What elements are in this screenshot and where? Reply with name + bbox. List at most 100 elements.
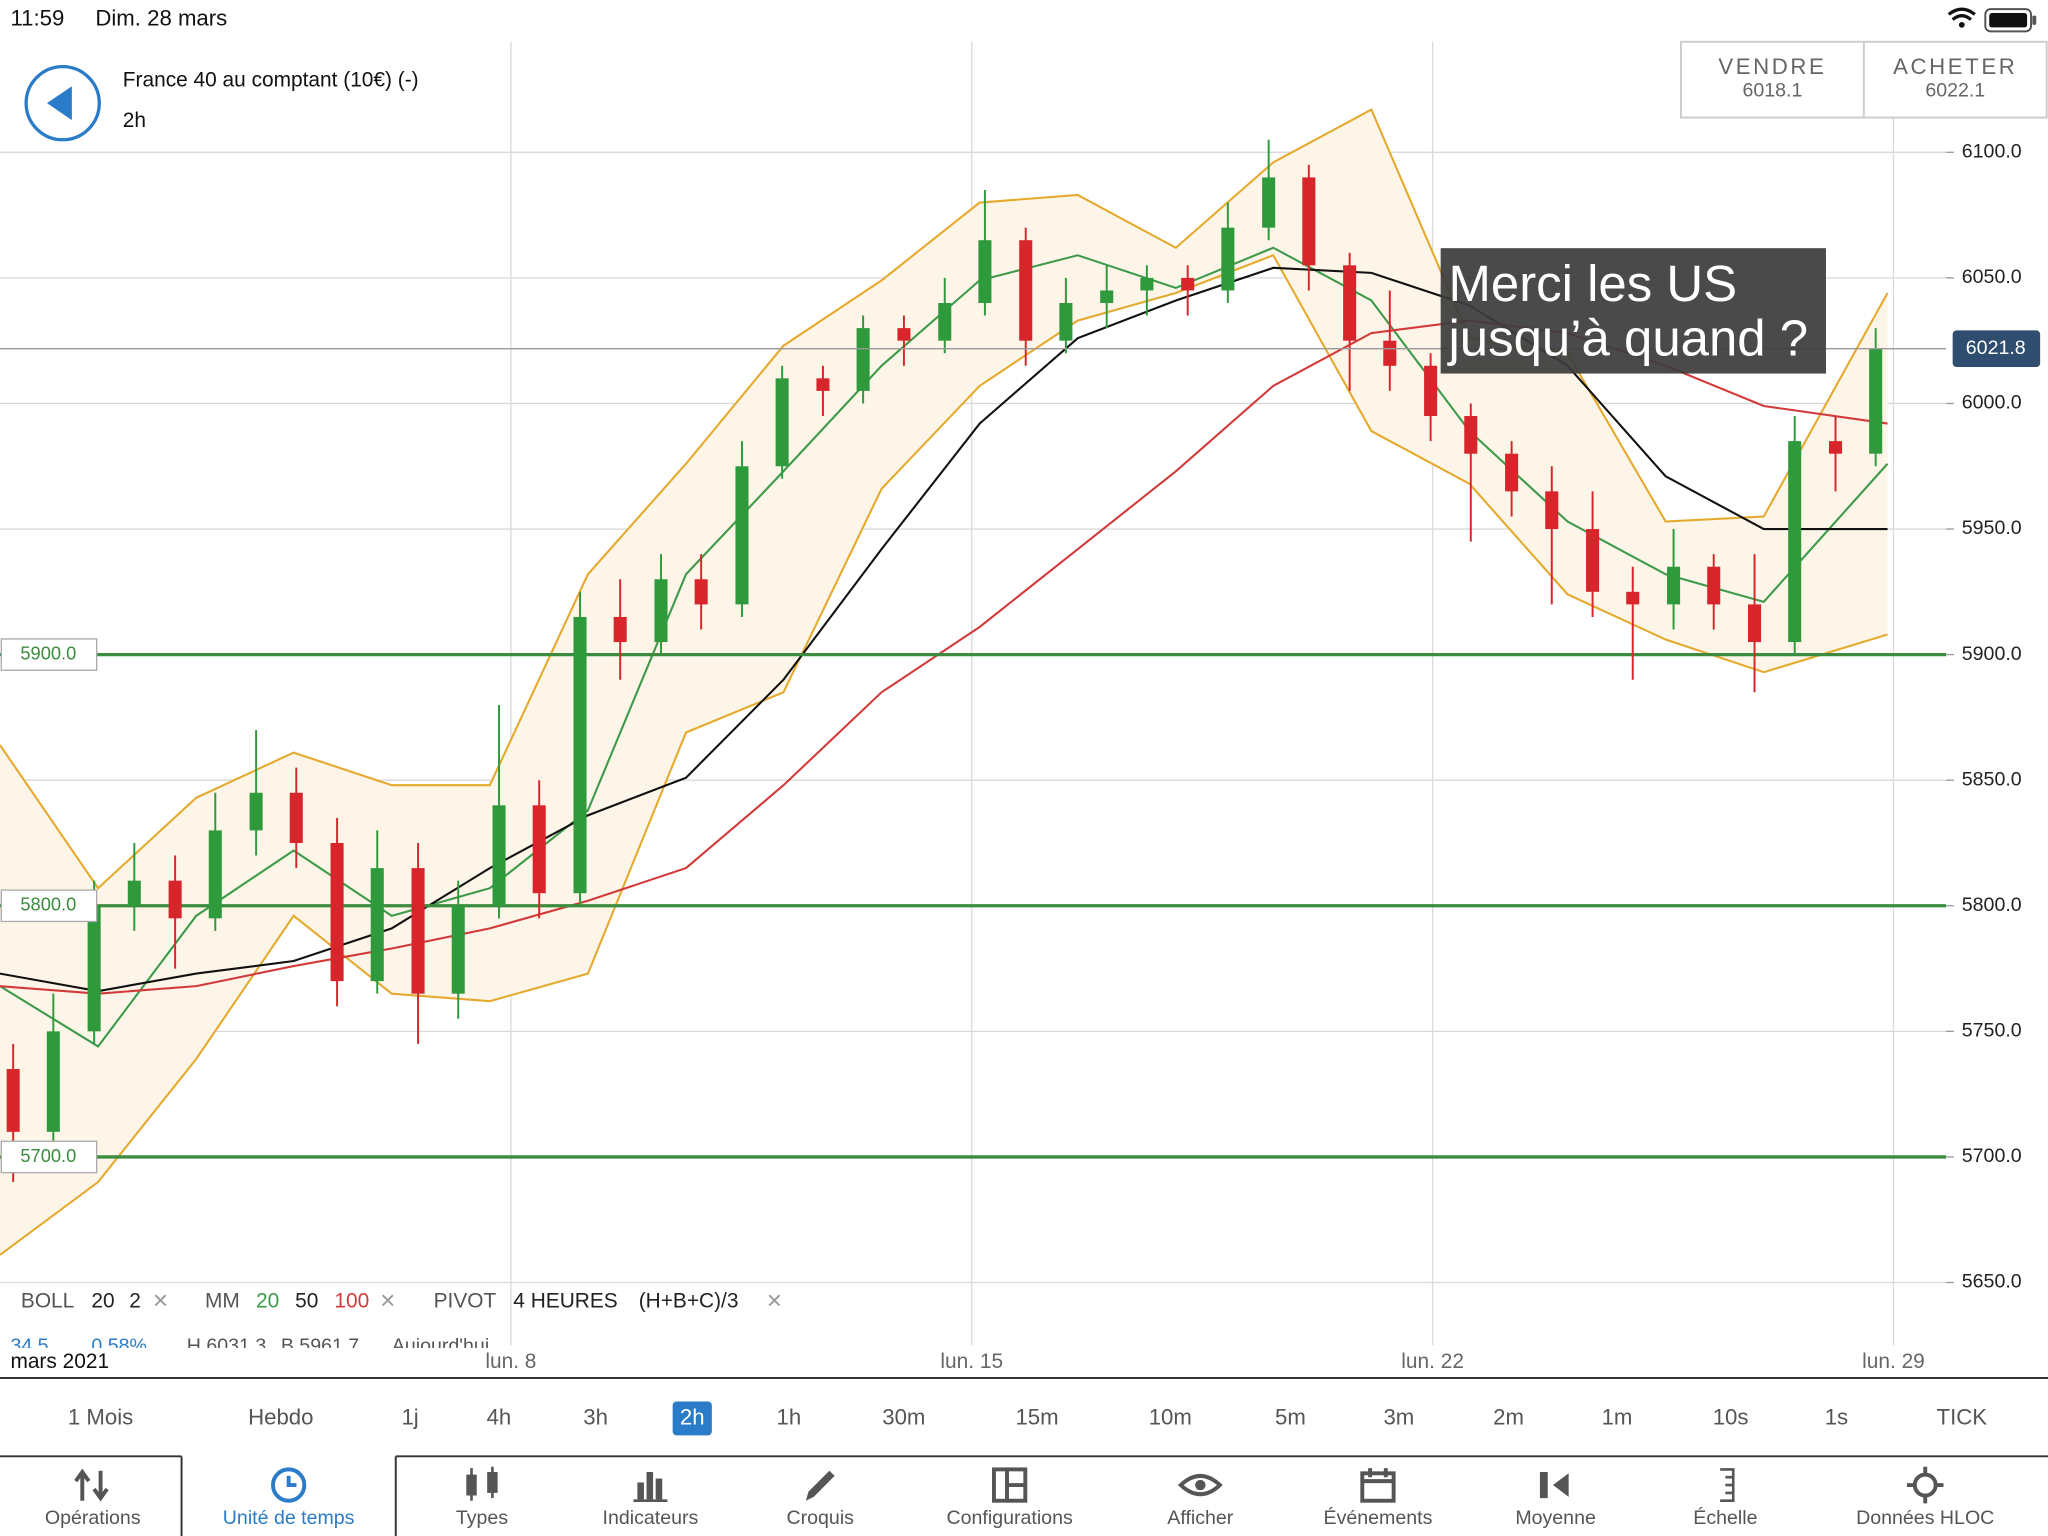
toolbar-icon[interactable]: [805, 1470, 835, 1501]
candle-body: [6, 1069, 20, 1132]
buy-price[interactable]: 6022.1: [1925, 80, 1985, 102]
toolbar-button[interactable]: Indicateurs: [603, 1472, 699, 1529]
toolbar-icon[interactable]: [1177, 1473, 1223, 1497]
toolbar-icon[interactable]: [992, 1467, 1028, 1503]
candle-body: [775, 378, 789, 467]
toolbar-button[interactable]: Afficher: [1167, 1473, 1234, 1529]
timeframe-label[interactable]: 1h: [777, 1404, 802, 1429]
last-price-label: 6021.8: [1966, 337, 2026, 359]
candle-body: [208, 830, 222, 919]
toolbar-icon[interactable]: [1539, 1472, 1569, 1499]
instrument-name: France 40 au comptant (10€) (-): [123, 68, 419, 91]
timeframe-label[interactable]: 3m: [1383, 1404, 1414, 1429]
toolbar-label[interactable]: Unité de temps: [223, 1507, 355, 1529]
candle-body: [1383, 340, 1397, 366]
candle-body: [1505, 453, 1519, 492]
x-axis: mars 2021 lun. 8 lun. 15 lun. 22 lun. 29: [10, 1350, 1924, 1373]
candle-body: [1262, 177, 1276, 228]
toolbar-button[interactable]: Croquis: [787, 1470, 855, 1529]
timeframe-button[interactable]: 1j: [401, 1404, 418, 1429]
sell-label[interactable]: VENDRE: [1718, 54, 1826, 79]
timeframe-button[interactable]: 1 Mois: [68, 1404, 133, 1429]
toolbar-label[interactable]: Échelle: [1693, 1506, 1757, 1529]
timeframe-button[interactable]: 1h: [777, 1404, 802, 1429]
timeframe-button[interactable]: 3h: [583, 1404, 608, 1429]
timeframe-label[interactable]: Hebdo: [248, 1404, 313, 1429]
timeframe-selected[interactable]: [672, 1401, 712, 1436]
toolbar-button[interactable]: Types: [456, 1466, 508, 1529]
back-button[interactable]: [24, 64, 101, 142]
buy-button[interactable]: ACHETER 6022.1: [1893, 54, 2017, 102]
toolbar-label[interactable]: Moyenne: [1515, 1507, 1596, 1529]
toolbar-label[interactable]: Données HLOC: [1856, 1507, 1994, 1529]
timeframe-button[interactable]: 2h: [672, 1401, 712, 1436]
candle-body: [1828, 441, 1843, 454]
timeframe-label[interactable]: TICK: [1937, 1404, 1988, 1429]
toolbar-label[interactable]: Configurations: [947, 1507, 1073, 1529]
timeframe-button[interactable]: 4h: [487, 1404, 512, 1429]
toolbar-icon[interactable]: [633, 1472, 668, 1503]
toolbar-button[interactable]: Opérations: [45, 1468, 141, 1529]
candle-body: [1140, 277, 1154, 291]
timeframe-button[interactable]: 1s: [1825, 1404, 1848, 1429]
timeframe-label[interactable]: 3h: [583, 1404, 608, 1429]
timeframe-button[interactable]: 15m: [1015, 1404, 1058, 1429]
toolbar-button[interactable]: Événements: [1324, 1468, 1433, 1529]
toolbar-label[interactable]: Afficher: [1167, 1507, 1233, 1529]
toolbar-button[interactable]: Moyenne: [1515, 1472, 1596, 1529]
timeframe-label[interactable]: 2h: [680, 1404, 705, 1429]
toolbar-label[interactable]: Événements: [1324, 1506, 1433, 1529]
candle-body: [532, 805, 546, 894]
candle-body: [816, 378, 830, 391]
chart-overlay: 6100.0 6050.0 6000.0 5950.0 5900.0 5850.0 5800…: [0, 140, 2041, 1293]
timeframe-button[interactable]: 3m: [1383, 1404, 1414, 1429]
timeframe-button[interactable]: 1m: [1602, 1404, 1633, 1429]
timeframe-button[interactable]: Hebdo: [248, 1404, 313, 1429]
toolbar-label[interactable]: Croquis: [787, 1507, 855, 1529]
timeframe-button[interactable]: 30m: [882, 1404, 925, 1429]
sell-button[interactable]: VENDRE 6018.1: [1718, 54, 1826, 102]
y-tick-label: 6100.0: [1962, 140, 2022, 162]
timeframe-label[interactable]: 2m: [1493, 1404, 1524, 1429]
candle-body: [1626, 591, 1640, 605]
timeframe-button[interactable]: 10m: [1149, 1404, 1192, 1429]
toolbar-button[interactable]: Unité de temps: [223, 1467, 355, 1529]
y-tick-label: 5950.0: [1962, 517, 2022, 539]
toolbar-icon[interactable]: [271, 1467, 307, 1503]
timeframe-label[interactable]: 15m: [1015, 1404, 1058, 1429]
toolbar-label[interactable]: Types: [456, 1507, 508, 1529]
toolbar-button[interactable]: Données HLOC: [1856, 1466, 1994, 1529]
candle-body: [1302, 177, 1316, 266]
remove-indicator[interactable]: ×: [767, 1285, 782, 1315]
toolbar-label[interactable]: Indicateurs: [603, 1507, 699, 1529]
timeframe-button[interactable]: TICK: [1937, 1404, 1988, 1429]
sell-price[interactable]: 6018.1: [1742, 80, 1802, 102]
candle-body: [1707, 566, 1721, 605]
toolbar-button[interactable]: Configurations: [947, 1467, 1073, 1529]
toolbar-icon[interactable]: [1360, 1468, 1396, 1503]
timeframe-label[interactable]: 30m: [882, 1404, 925, 1429]
remove-indicator[interactable]: ×: [380, 1285, 395, 1315]
timeframe-button[interactable]: 5m: [1275, 1404, 1306, 1429]
timeframe-label[interactable]: 1j: [401, 1404, 418, 1429]
timeframe-button[interactable]: 2m: [1493, 1404, 1524, 1429]
timeframe-label[interactable]: 1s: [1825, 1404, 1848, 1429]
toolbar-button[interactable]: Échelle: [1693, 1468, 1758, 1529]
toolbar-label[interactable]: Opérations: [45, 1507, 141, 1529]
timeframe-label[interactable]: 1 Mois: [68, 1404, 133, 1429]
timeframe-label[interactable]: 1m: [1602, 1404, 1633, 1429]
remove-indicator[interactable]: ×: [153, 1285, 168, 1315]
x-tick-label: lun. 8: [485, 1350, 536, 1373]
candle-body: [370, 868, 384, 982]
timeframe-label[interactable]: 4h: [487, 1404, 512, 1429]
toolbar-icon[interactable]: [74, 1468, 109, 1502]
timeframe-label[interactable]: 10m: [1149, 1404, 1192, 1429]
timeframe-button[interactable]: 10s: [1713, 1404, 1749, 1429]
buy-label[interactable]: ACHETER: [1893, 54, 2017, 79]
toolbar-icon[interactable]: [1720, 1468, 1735, 1503]
timeframe-label[interactable]: 10s: [1713, 1404, 1749, 1429]
toolbar-icon[interactable]: [466, 1466, 498, 1501]
timeframe-label[interactable]: 5m: [1275, 1404, 1306, 1429]
toolbar-icon[interactable]: [1906, 1466, 1944, 1504]
